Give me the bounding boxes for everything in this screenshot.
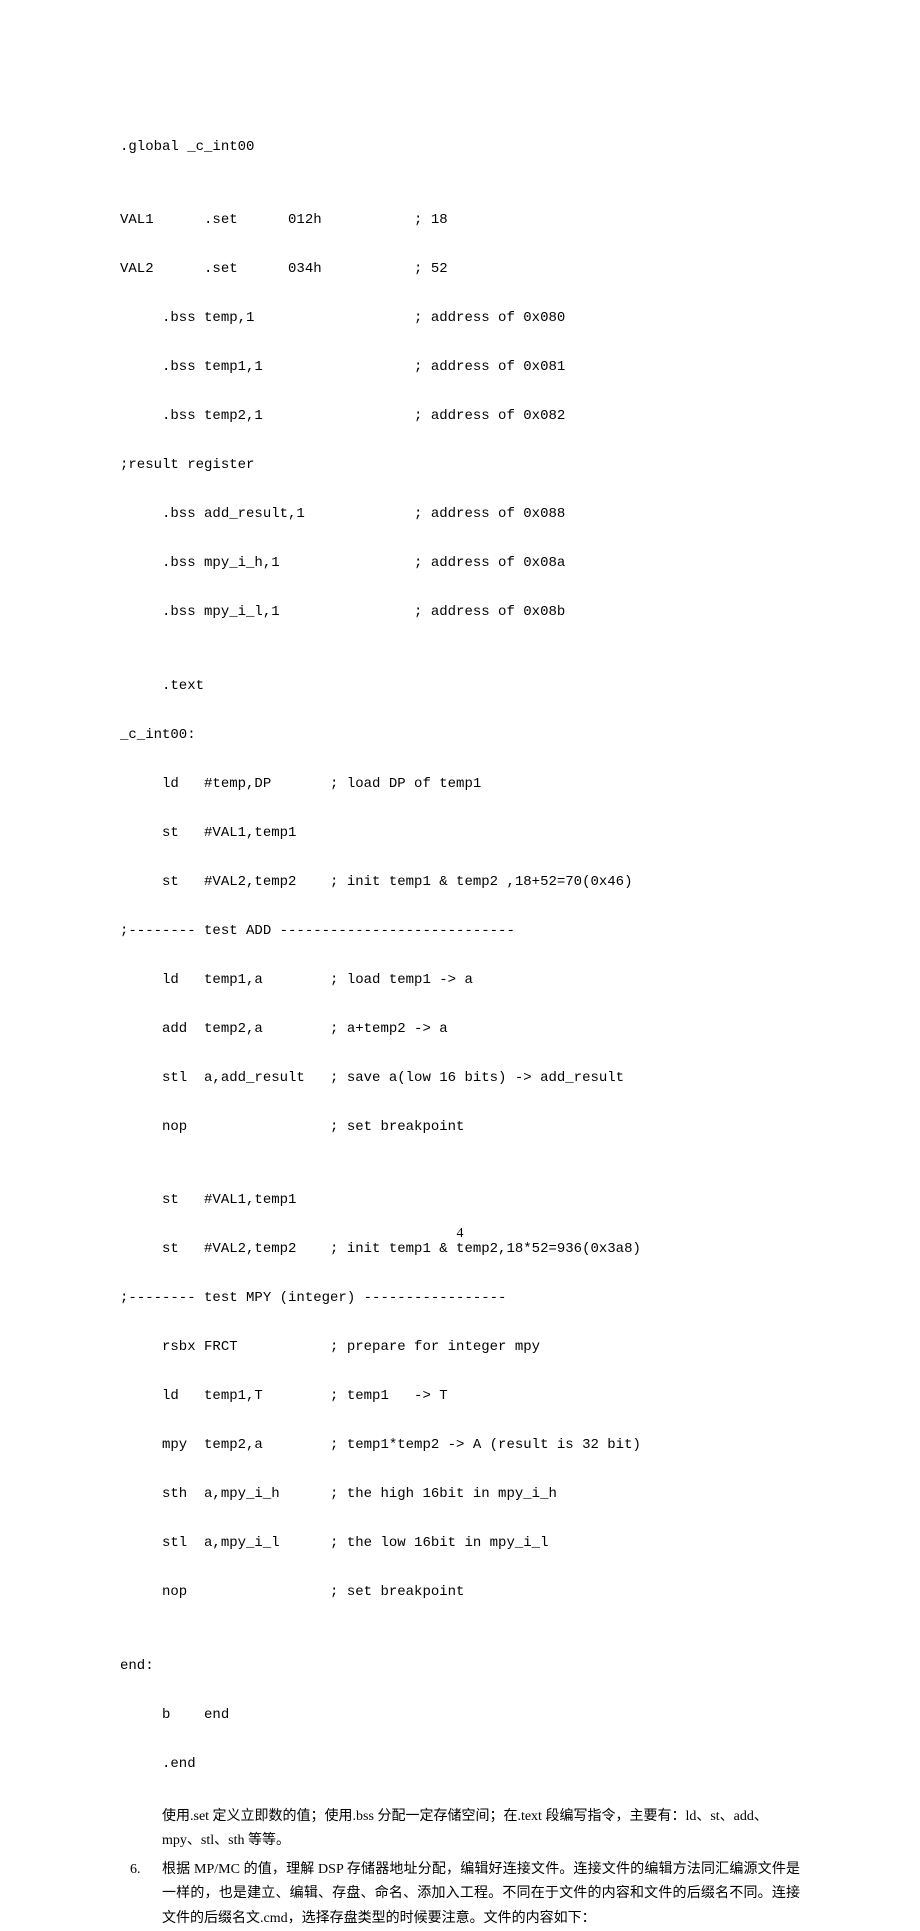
code-line: VAL1 .set 012h ; 18 xyxy=(120,208,800,233)
code-line: .global _c_int00 xyxy=(120,135,800,160)
code-line: VAL2 .set 034h ; 52 xyxy=(120,257,800,282)
code-line: stl a,add_result ; save a(low 16 bits) -… xyxy=(120,1066,800,1091)
list-number: 6. xyxy=(120,1858,162,1931)
code-line: ld temp1,T ; temp1 -> T xyxy=(120,1384,800,1409)
code-line: .bss temp,1 ; address of 0x080 xyxy=(120,306,800,331)
code-line: .text xyxy=(120,674,800,699)
code-line: st #VAL1,temp1 xyxy=(120,821,800,846)
code-line: ld temp1,a ; load temp1 -> a xyxy=(120,968,800,993)
code-line: stl a,mpy_i_l ; the low 16bit in mpy_i_l xyxy=(120,1531,800,1556)
list-body: 根据 MP/MC 的值，理解 DSP 存储器地址分配，编辑好连接文件。连接文件的… xyxy=(162,1858,800,1931)
code-line: .bss temp1,1 ; address of 0x081 xyxy=(120,355,800,380)
code-line: .bss mpy_i_h,1 ; address of 0x08a xyxy=(120,551,800,576)
code-line: ;result register xyxy=(120,453,800,478)
code-line: st #VAL2,temp2 ; init temp1 & temp2 ,18+… xyxy=(120,870,800,895)
code-line: _c_int00: xyxy=(120,723,800,748)
code-line: .bss mpy_i_l,1 ; address of 0x08b xyxy=(120,600,800,625)
assembly-code-block: .global _c_int00 VAL1 .set 012h ; 18 VAL… xyxy=(120,110,800,1801)
code-line: nop ; set breakpoint xyxy=(120,1115,800,1140)
code-line: sth a,mpy_i_h ; the high 16bit in mpy_i_… xyxy=(120,1482,800,1507)
code-line: add temp2,a ; a+temp2 -> a xyxy=(120,1017,800,1042)
code-line: ;-------- test MPY (integer) -----------… xyxy=(120,1286,800,1311)
code-line: ;-------- test ADD ---------------------… xyxy=(120,919,800,944)
code-line: nop ; set breakpoint xyxy=(120,1580,800,1605)
explanation-paragraph: 使用.set 定义立即数的值；使用.bss 分配一定存储空间；在.text 段编… xyxy=(120,1805,800,1854)
code-line: .bss temp2,1 ; address of 0x082 xyxy=(120,404,800,429)
code-line: rsbx FRCT ; prepare for integer mpy xyxy=(120,1335,800,1360)
code-line: mpy temp2,a ; temp1*temp2 -> A (result i… xyxy=(120,1433,800,1458)
code-line: .end xyxy=(120,1752,800,1777)
page-number: 4 xyxy=(0,1222,920,1247)
code-line: end: xyxy=(120,1654,800,1679)
code-line: ld #temp,DP ; load DP of temp1 xyxy=(120,772,800,797)
list-item-6: 6. 根据 MP/MC 的值，理解 DSP 存储器地址分配，编辑好连接文件。连接… xyxy=(120,1858,800,1931)
code-line: .bss add_result,1 ; address of 0x088 xyxy=(120,502,800,527)
code-line: st #VAL1,temp1 xyxy=(120,1188,800,1213)
code-line: b end xyxy=(120,1703,800,1728)
